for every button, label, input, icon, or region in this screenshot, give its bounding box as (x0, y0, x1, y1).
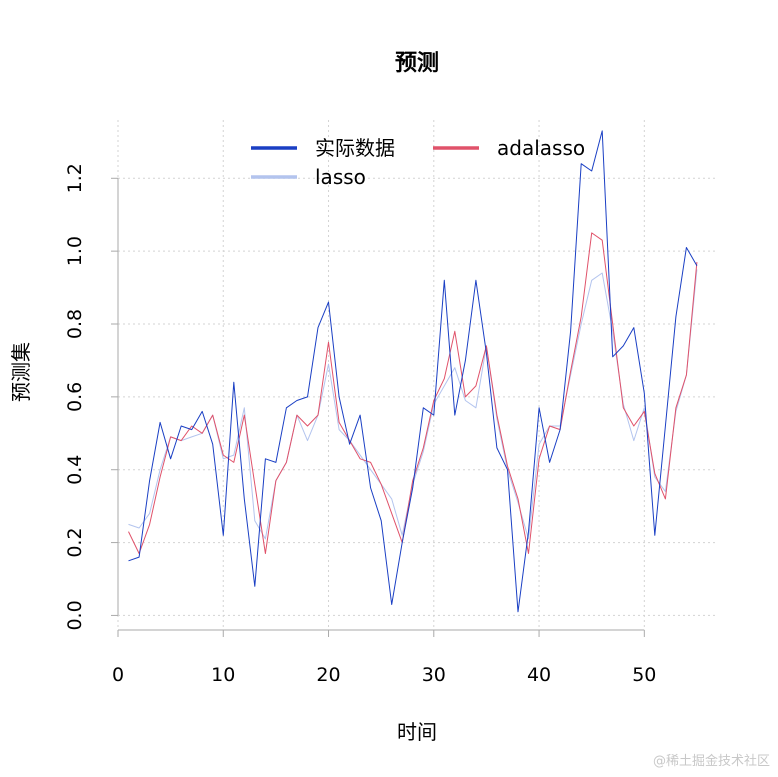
series-line-实际数据 (128, 130, 698, 613)
x-axis-label: 时间 (397, 720, 437, 744)
x-tick-label: 20 (316, 664, 340, 686)
y-tick-label: 1.2 (64, 163, 86, 193)
grid (117, 120, 718, 630)
x-tick-label: 40 (527, 664, 551, 686)
x-tick-label: 0 (112, 664, 124, 686)
y-tick-label: 0.2 (64, 527, 86, 557)
series-group (128, 130, 698, 613)
x-tick-label: 30 (422, 664, 446, 686)
legend: 实际数据 adalasso lasso (251, 136, 585, 189)
axes: 0 10 20 30 40 50 0.0 0.2 0.4 0.6 0.8 1.0 1.2 (64, 163, 656, 686)
series-line-lasso (128, 269, 698, 540)
y-tick-label: 0.8 (64, 309, 86, 339)
y-tick-label: 0.0 (64, 600, 86, 630)
y-axis-label: 预测集 (9, 342, 33, 402)
legend-label: lasso (315, 165, 366, 189)
y-tick-label: 1.0 (64, 236, 86, 266)
legend-label: 实际数据 (315, 136, 395, 160)
y-tick-label: 0.4 (64, 455, 86, 485)
series-line-adalasso (128, 232, 698, 554)
legend-label: adalasso (497, 136, 585, 160)
y-tick-label: 0.6 (64, 382, 86, 412)
watermark: @稀土掘金技术社区 (652, 754, 770, 769)
x-tick-label: 50 (632, 664, 656, 686)
chart-title: 预测 (395, 51, 439, 76)
x-tick-label: 10 (211, 664, 235, 686)
